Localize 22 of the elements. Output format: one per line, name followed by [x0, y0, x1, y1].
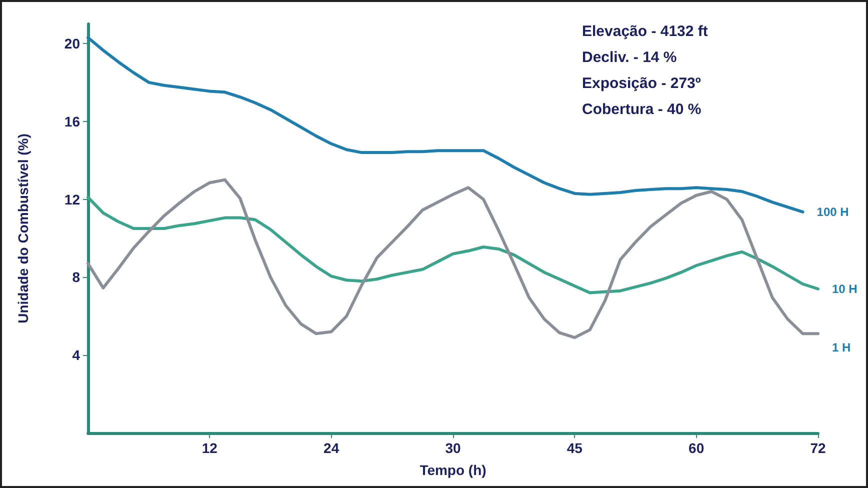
line-series: [86, 178, 820, 340]
y-tick-label: 8: [72, 269, 80, 286]
series-label: 10 H: [832, 282, 858, 296]
annotation: Decliv. - 14 %: [582, 49, 677, 66]
line-series: [86, 196, 820, 294]
x-axis-title: Tempo (h): [420, 462, 486, 478]
x-tick-label: 45: [566, 440, 583, 456]
x-tick-label: 24: [324, 440, 340, 456]
annotation: Exposição - 273º: [582, 75, 702, 92]
annotation: Elevação - 4132 ft: [582, 23, 708, 40]
annotation: Cobertura - 40 %: [582, 101, 702, 118]
y-tick-label: 16: [64, 113, 80, 130]
series-label: 100 H: [816, 204, 849, 219]
x-tick-label: 60: [688, 440, 704, 456]
y-tick-label: 20: [64, 35, 80, 52]
x-tick-label: 72: [810, 440, 826, 456]
x-tick-label: 30: [445, 440, 461, 456]
y-tick-label: 12: [64, 191, 80, 208]
x-tick-label: 12: [202, 440, 218, 456]
y-tick-label: 4: [72, 347, 80, 364]
series-label: 1 H: [832, 340, 851, 355]
y-axis-title: Unidade do Combustível (%): [15, 134, 31, 324]
